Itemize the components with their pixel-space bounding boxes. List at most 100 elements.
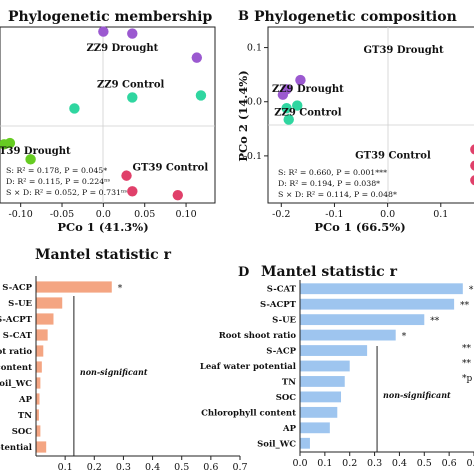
scatter-point [470,160,474,171]
threshold-label: non-significant [80,367,148,377]
panel-d-label: D [238,265,249,280]
x-tick-label: 0.7 [466,458,474,469]
x-tick-label: 0.0 [380,209,395,220]
x-tick-label: -0.05 [50,209,74,220]
category-label: ll content [0,363,32,373]
category-label: S-UE [272,316,296,326]
bar [300,437,310,449]
scatter-point [172,189,183,201]
scatter-point [191,52,203,63]
bar [300,329,396,341]
bar [36,281,112,293]
scatter-point [277,89,289,100]
panel-b-stat-line: D: R² = 0.194, P = 0.038* [278,179,380,188]
bar [300,283,463,295]
x-tick-label: 0.4 [145,462,160,473]
side-significance-mark: *p [462,374,473,384]
significance-mark: ** [430,317,440,327]
category-label: S-CAT [267,285,297,295]
scatter-point [4,137,16,149]
group-label: ZZ9 Drought [272,84,344,95]
panel-b-label: B [238,9,249,24]
panel-b-x-axis-label: PCo 1 (66.5%) [314,220,405,234]
panel-d-threshold: non-significant [376,346,451,452]
group-label: GT39 Control [355,151,431,162]
significance-mark: * [469,286,474,296]
scatter-point [295,74,306,86]
x-tick-label: 0.7 [232,462,247,473]
x-tick-label: 0.0 [96,209,111,220]
panel-a-stat-line: S: R² = 0.178, P = 0.045* [6,166,107,175]
panel-b-axis-ticks: -0.2 -0.1 0.0 0.1 -0.1 0.0 0.1 [244,43,449,220]
x-tick-label: 0.2 [87,462,102,473]
panel-c-bars: S-ACP * S-UE S-ACPT S-CAT hoot ratio ll conten… [0,281,123,453]
bar [300,406,338,418]
group-label: GT39 Drought [363,45,444,56]
x-tick-label: 0.4 [392,458,407,469]
panel-b-stat-line: S × D: R² = 0.114, P = 0.048* [278,190,397,199]
scatter-point [127,28,138,39]
scatter-point [121,170,132,181]
panel-b-points [277,74,474,186]
x-tick-label: 0.5 [174,462,189,473]
bar [36,393,40,405]
scatter-point [127,186,138,197]
bar [36,409,39,421]
x-tick-label: 0.3 [367,458,382,469]
x-tick-label: 0.05 [134,209,155,220]
panel-b-stat-line: S: R² = 0.660, P = 0.001*** [278,168,387,177]
x-tick-label: -0.1 [325,209,343,220]
panel-d-title: Mantel statistic r [261,264,398,280]
x-tick-label: 0.6 [203,462,218,473]
panel-b-title: Phylogenetic composition [254,9,457,25]
panel-b-y-axis-label: PCo 2 (14.4%) [236,70,250,161]
y-tick-label: 0.0 [247,97,262,108]
panel-a-points [0,26,207,201]
bar [36,425,41,437]
x-tick-label: 0.2 [342,458,357,469]
x-tick-label: 0.1 [317,458,332,469]
bar [300,298,455,310]
panel-a-stat-line: D: R² = 0.115, P = 0.224ⁿˢ [6,177,111,186]
y-tick-label: -0.1 [244,151,262,162]
significance-mark: * [118,284,123,294]
panel-a-group-labels: ZZ9 Drought ZZ9 Control GT39 Drought GT39 C… [0,43,208,173]
scatter-point [195,90,207,101]
group-label: ZZ9 Drought [86,43,158,54]
side-significance-mark: ** [462,359,472,369]
category-label: SOC [12,427,33,437]
x-tick-label: 0.6 [442,458,457,469]
panel-d-x-ticks: 0.0 0.1 0.2 0.3 0.4 0.5 0.6 0.7 [292,452,474,469]
category-label: S-UE [8,299,32,309]
panel-d: D Mantel statistic r S-CAT * S-ACPT ** S-UE *… [200,264,474,469]
group-label: GT39 Control [133,162,209,173]
bar [36,329,48,341]
group-label: GT39 Drought [0,146,71,157]
x-tick-label: 0.1 [433,209,448,220]
x-tick-label: -0.10 [8,209,32,220]
category-label: AP [282,424,297,434]
category-label: Soil_WC [0,379,32,389]
threshold-label: non-significant [383,390,451,400]
side-significance-mark: ** [462,344,472,354]
bar [36,361,42,373]
category-label: Soil_WC [257,439,296,449]
category-label: S-ACPT [260,300,297,310]
significance-mark: * [402,332,407,342]
panel-a-plot-frame [0,26,216,204]
panel-c-x-ticks: 0.1 0.2 0.3 0.4 0.5 0.6 0.7 [58,456,248,473]
panel-d-bars: S-CAT * S-ACPT ** S-UE ** Root shoot ratio * S-A… [200,283,474,449]
x-tick-label: 0.5 [417,458,432,469]
scatter-point [470,144,474,155]
bar [300,345,368,356]
category-label: AP [18,395,33,405]
category-label: SOC [276,393,297,403]
scatter-point [69,103,80,114]
panel-c-threshold: non-significant [73,296,148,456]
bar [300,391,342,403]
bar [300,376,345,387]
scatter-point [281,103,292,114]
category-label: potential [0,443,33,453]
category-label: TN [282,377,296,387]
